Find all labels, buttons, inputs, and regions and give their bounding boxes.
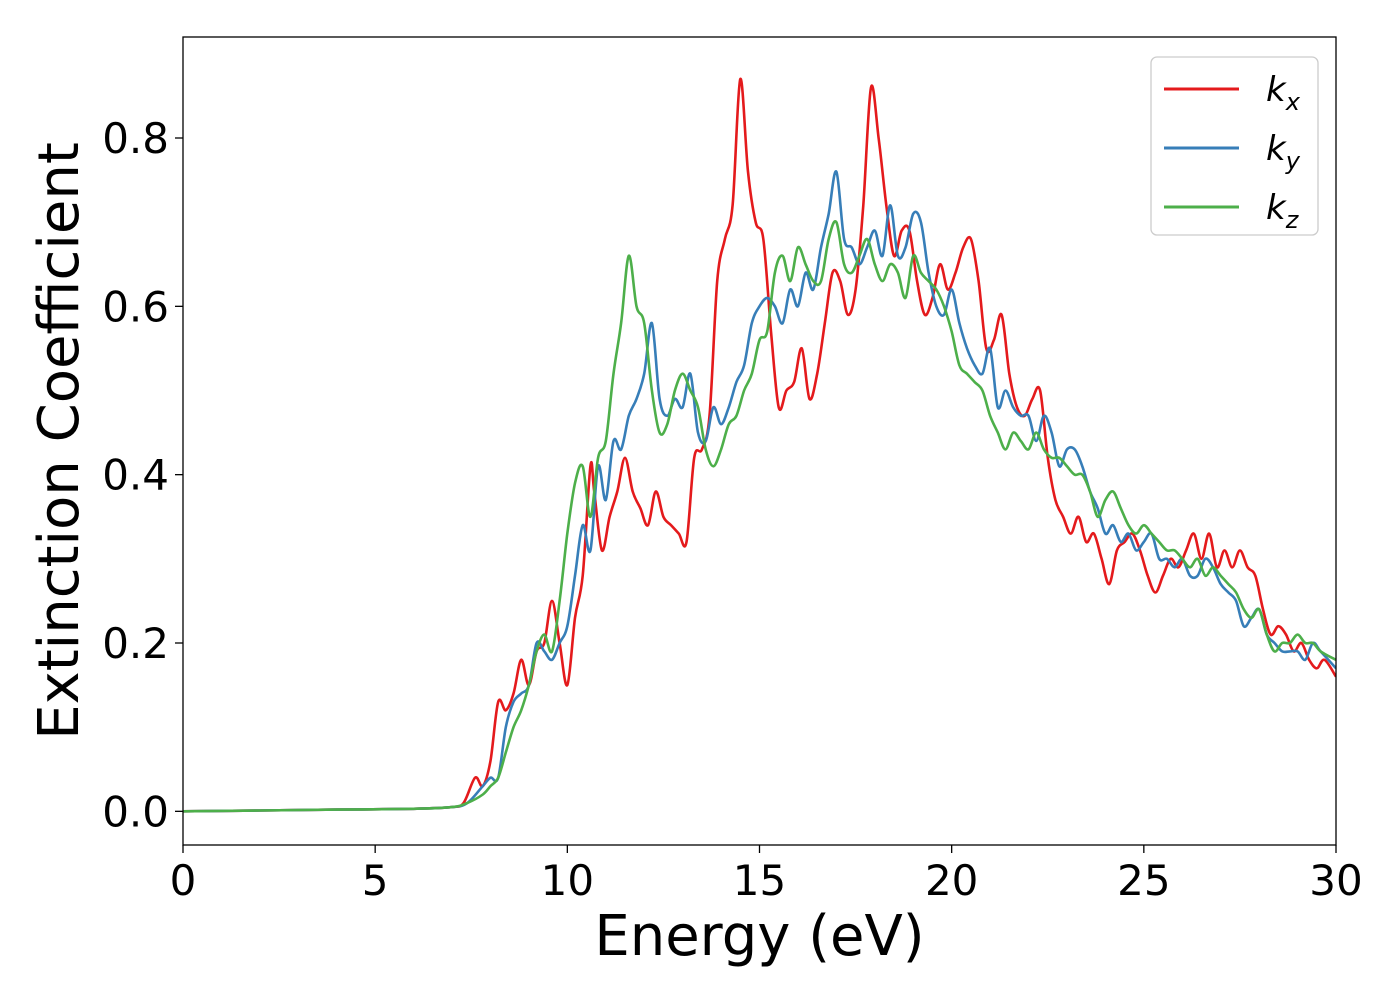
y-tick-label: 0.0: [102, 787, 169, 836]
legend-label: kx: [1266, 70, 1301, 116]
legend-label-subscript: x: [1285, 88, 1301, 116]
tick-marks-and-labels: 0 5 10 15 20 25 30 0.0 0.2 0.4 0.6 0.8: [102, 114, 1363, 905]
x-tick-label: 5: [362, 856, 389, 905]
x-tick-label: 10: [541, 856, 594, 905]
legend-label-base: k: [1266, 129, 1287, 169]
legend-label-subscript: y: [1285, 147, 1301, 175]
y-tick-label: 0.8: [102, 114, 169, 163]
series-lines: [183, 77, 1336, 813]
legend-label: ky: [1266, 129, 1301, 175]
x-axis-title: Energy (eV): [594, 904, 924, 969]
series-line-kx: [183, 77, 1336, 813]
legend-label-subscript: z: [1285, 206, 1300, 234]
legend-box: [1150, 56, 1319, 236]
legend-label-base: k: [1266, 70, 1287, 110]
x-tick-label: 25: [1117, 856, 1170, 905]
y-tick-label: 0.6: [102, 282, 169, 331]
series-line-ky: [183, 170, 1336, 813]
legend-entry-ky: ky: [1164, 129, 1301, 175]
y-tick-label: 0.2: [102, 619, 169, 668]
x-tick-label: 20: [925, 856, 978, 905]
x-tick-label: 15: [733, 856, 786, 905]
x-tick-label: 0: [170, 856, 197, 905]
legend-label-base: k: [1266, 188, 1287, 228]
plot-area: [183, 37, 1336, 845]
plot-background: [183, 37, 1336, 845]
y-tick-label: 0.4: [102, 451, 169, 500]
legend-label: kz: [1266, 188, 1300, 234]
y-axis-title: Extinction Coefficient: [27, 142, 92, 740]
x-tick-label: 30: [1309, 856, 1362, 905]
series-line-kz: [183, 220, 1336, 813]
legend-entry-kx: kx: [1164, 70, 1301, 116]
legend-entry-kz: kz: [1164, 188, 1300, 234]
